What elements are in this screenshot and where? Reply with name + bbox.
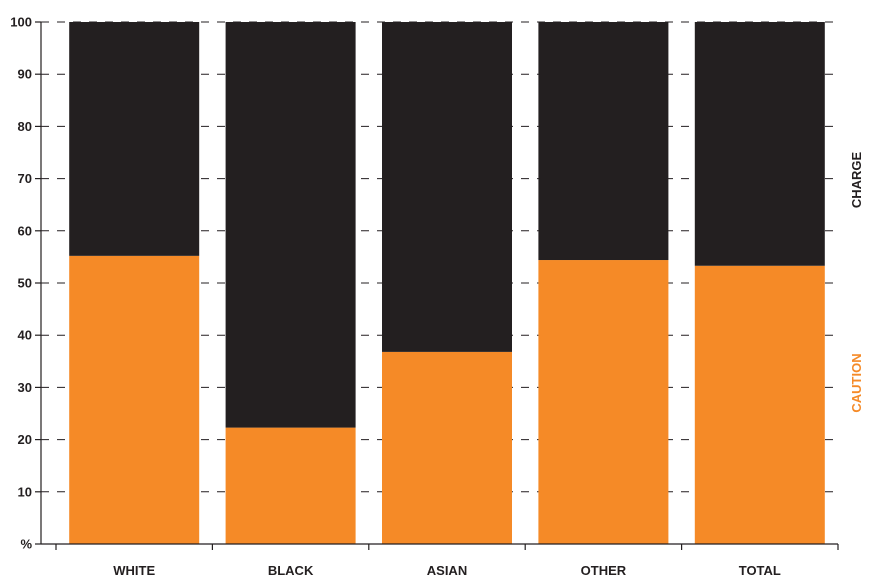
y-tick-labels: % 10 20 30 40 50 60 70 80 90 100 (10, 15, 41, 552)
legend-charge: CHARGE (849, 152, 864, 209)
bars (69, 22, 825, 544)
bar-caution-white (69, 255, 200, 544)
bar-charge-other (538, 22, 669, 261)
x-tick-labels: WHITE BLACK ASIAN OTHER TOTAL (55, 544, 839, 576)
y-tick-label: 80 (18, 119, 32, 134)
bar-caution-asian (382, 351, 512, 544)
y-tick-label: 40 (18, 328, 32, 343)
y-tick-label: 10 (18, 484, 32, 499)
legend-caution: CAUTION (849, 353, 864, 412)
x-tick-label: BLACK (268, 563, 314, 576)
y-tick-label: 20 (18, 432, 32, 447)
bar-charge-white (69, 22, 200, 256)
x-tick-label: ASIAN (427, 563, 467, 576)
y-tick-label: 60 (18, 223, 32, 238)
bar-charge-black (225, 22, 356, 428)
bar-charge-asian (382, 22, 512, 352)
x-tick-label: TOTAL (739, 563, 781, 576)
bar-caution-other (538, 260, 669, 544)
bar-caution-black (225, 427, 356, 544)
x-tick-label: WHITE (113, 563, 155, 576)
y-tick-label: 50 (18, 276, 32, 291)
y-tick-label: 90 (18, 67, 32, 82)
y-tick-label: 30 (18, 380, 32, 395)
y-tick-label: 70 (18, 171, 32, 186)
bar-caution-total (694, 265, 825, 544)
legend: CAUTION CHARGE (849, 152, 864, 413)
x-tick-label: OTHER (581, 563, 627, 576)
y-tick-label: 100 (10, 15, 32, 30)
y-tick-label: % (20, 537, 32, 552)
bar-charge-total (694, 22, 825, 266)
